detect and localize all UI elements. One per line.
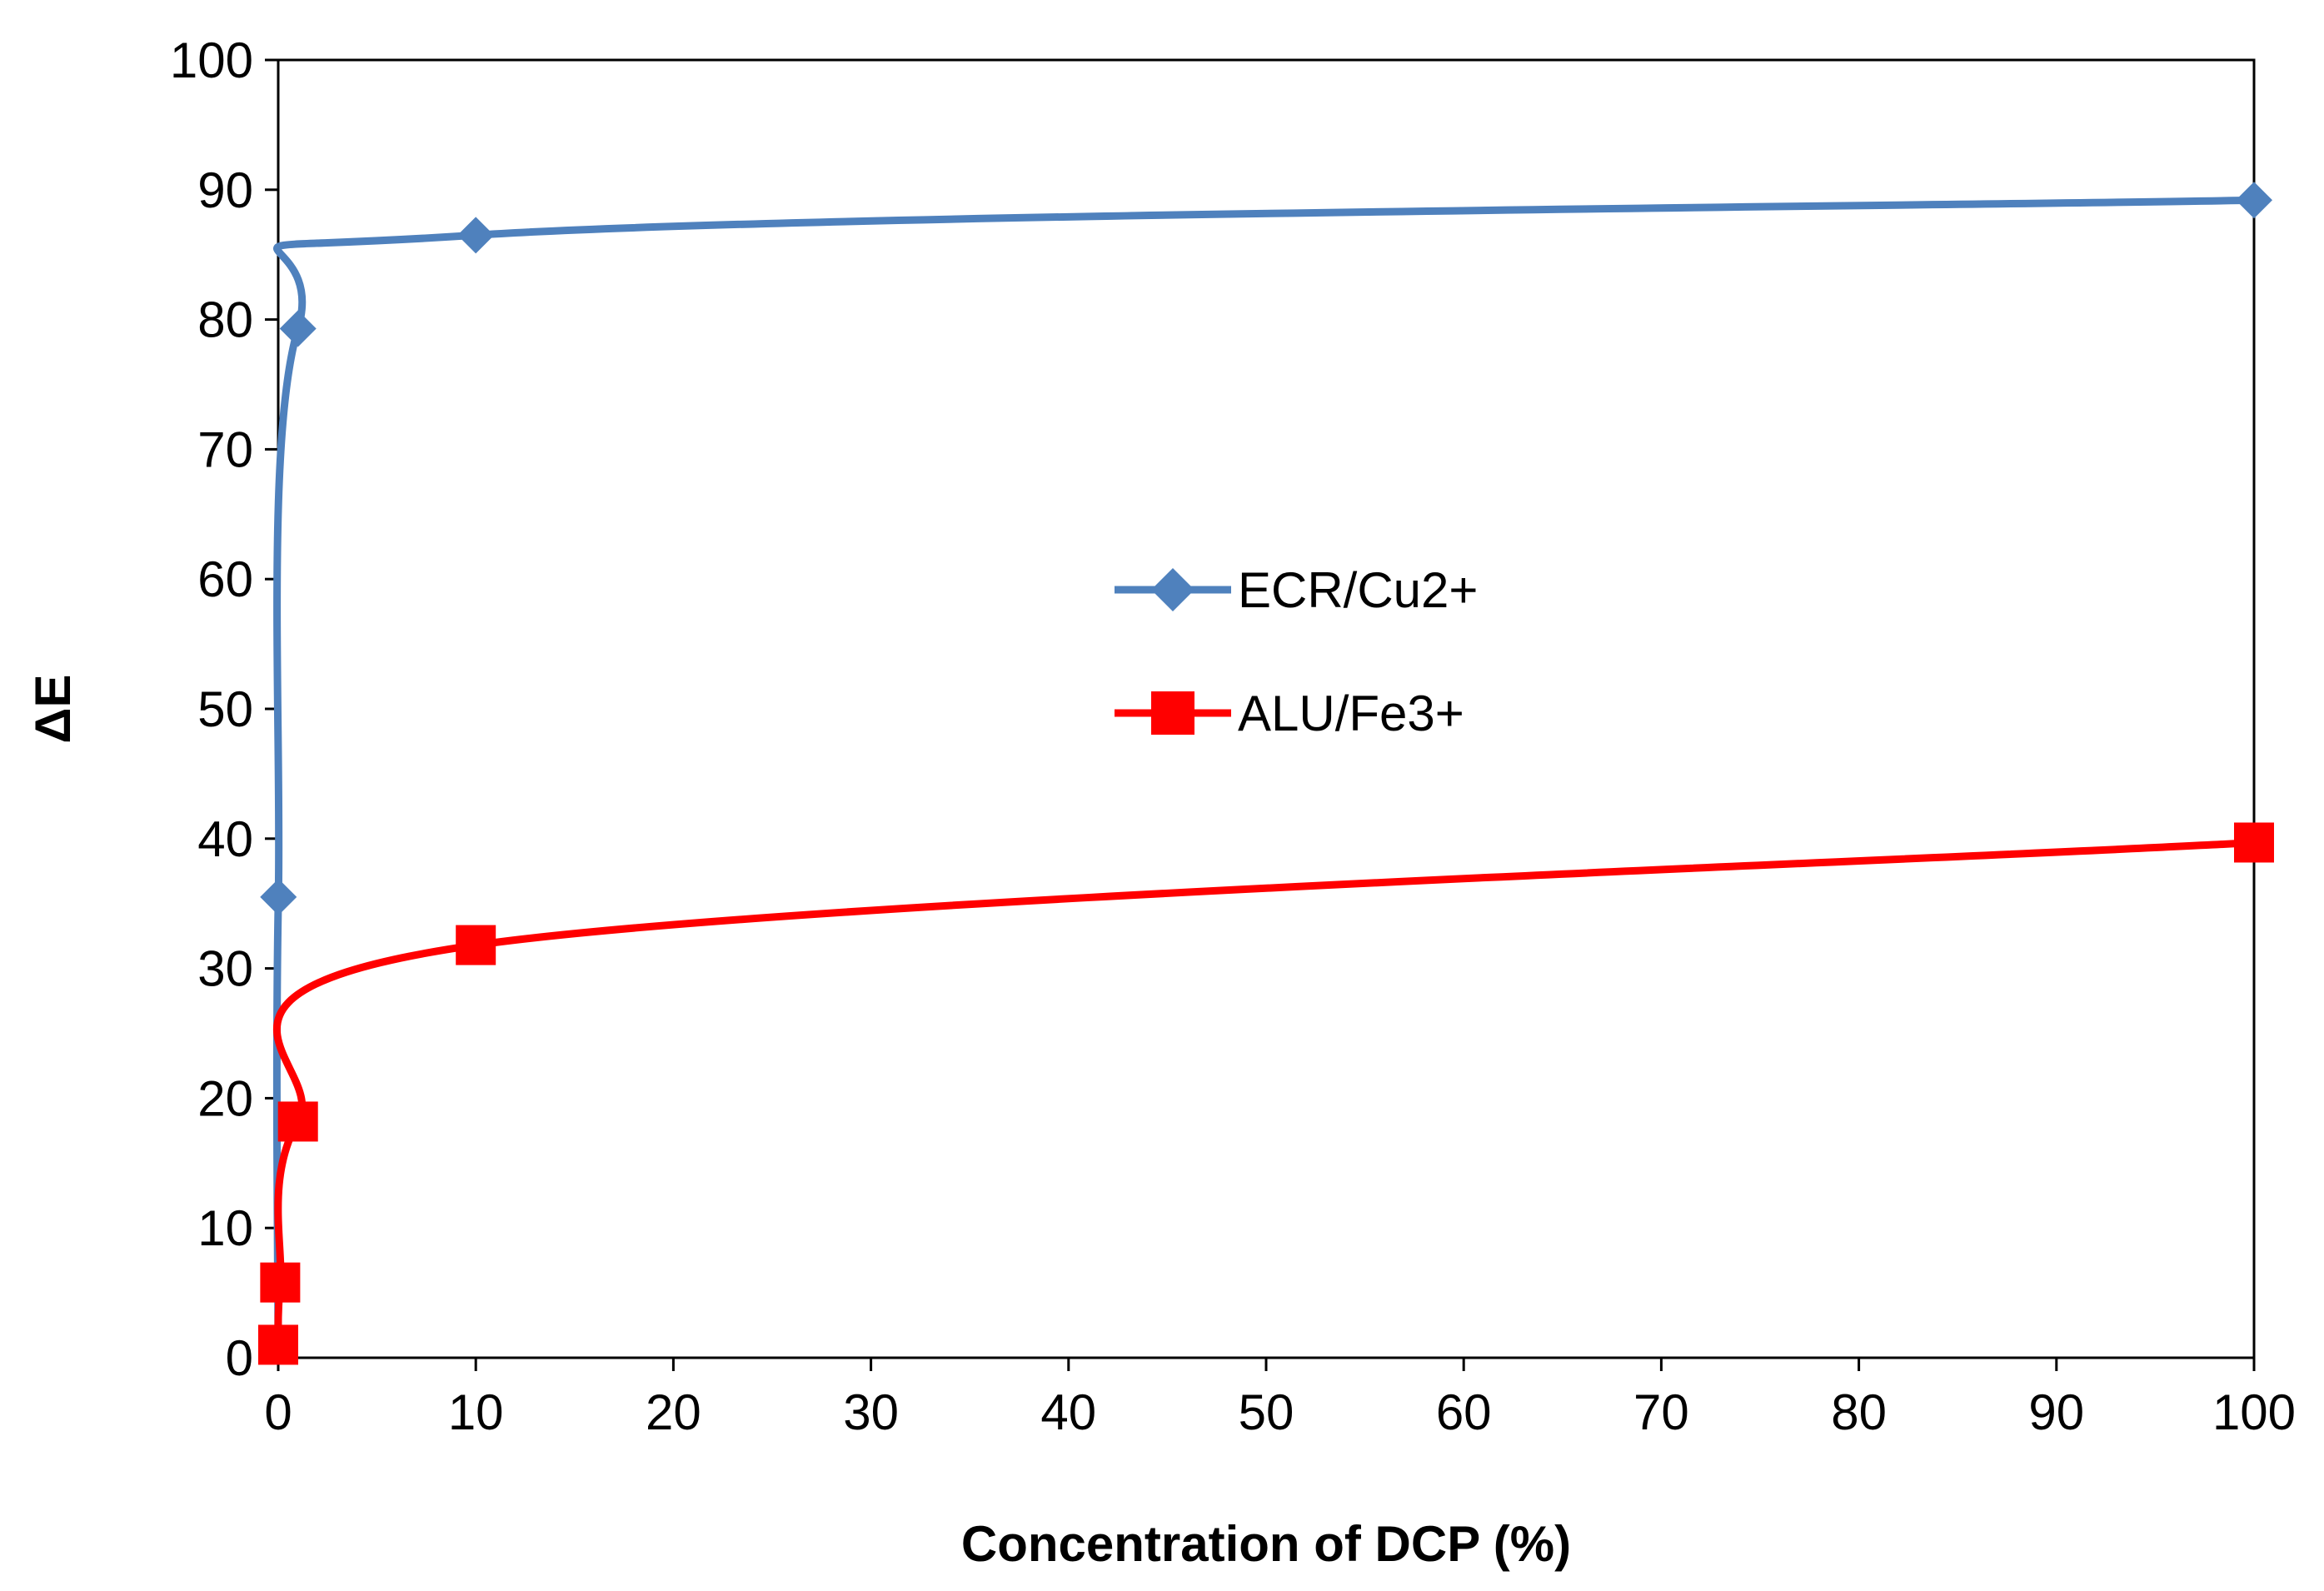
y-tick-label: 70 — [197, 421, 253, 477]
data-point-ecr-cu2 — [457, 217, 495, 254]
y-tick-label: 0 — [226, 1330, 253, 1386]
series-layer — [258, 182, 2274, 1365]
data-point-ecr-cu2 — [260, 878, 297, 915]
series-alu-fe3 — [258, 822, 2274, 1365]
y-tick-label: 80 — [197, 292, 253, 348]
y-tick-label: 30 — [197, 941, 253, 997]
x-tick-label: 50 — [1239, 1384, 1294, 1440]
y-tick-label: 100 — [170, 32, 253, 88]
y-tick-label: 50 — [197, 681, 253, 737]
data-point-ecr-cu2 — [279, 310, 317, 347]
x-tick-label: 90 — [2028, 1384, 2084, 1440]
x-tick-label: 80 — [1831, 1384, 1887, 1440]
data-point-alu-fe3 — [277, 1101, 318, 1142]
legend-item-ecr-cu2: ECR/Cu2+ — [1115, 562, 1478, 618]
x-tick-label: 20 — [646, 1384, 701, 1440]
y-tick-label: 10 — [197, 1200, 253, 1256]
x-tick-label: 0 — [264, 1384, 292, 1440]
y-tick-label: 90 — [197, 162, 253, 218]
x-tick-label: 70 — [1633, 1384, 1689, 1440]
data-point-alu-fe3 — [260, 1262, 301, 1303]
y-axis: 0 10 20 30 40 50 60 70 80 90 100 — [170, 32, 278, 1386]
x-tick-label: 60 — [1436, 1384, 1492, 1440]
data-point-ecr-cu2 — [2236, 182, 2272, 219]
legend-label-ecr-cu2: ECR/Cu2+ — [1238, 562, 1478, 618]
data-point-alu-fe3 — [258, 1324, 298, 1365]
series-line-ecr-cu2 — [272, 196, 2255, 1359]
plot-area — [277, 58, 2256, 1359]
data-point-alu-fe3 — [2234, 822, 2274, 863]
x-tick-label: 30 — [843, 1384, 899, 1440]
legend-label-alu-fe3: ALU/Fe3+ — [1238, 686, 1464, 741]
x-tick-label: 10 — [448, 1384, 504, 1440]
y-axis-title: ΔE — [25, 674, 81, 743]
y-tick-label: 60 — [197, 551, 253, 607]
y-tick-label: 20 — [197, 1070, 253, 1126]
series-line-alu-fe3 — [273, 839, 2255, 1345]
series-ecr-cu2 — [260, 182, 2272, 1359]
x-axis: 0 10 20 30 40 50 60 70 80 90 100 — [264, 1358, 2296, 1440]
y-tick-label: 40 — [197, 811, 253, 867]
x-tick-label: 100 — [2212, 1384, 2296, 1440]
legend-marker-ecr-cu2 — [1151, 568, 1194, 611]
x-tick-label: 40 — [1040, 1384, 1096, 1440]
legend: ECR/Cu2+ ALU/Fe3+ — [1115, 562, 1478, 741]
x-axis-title: Concentration of DCP (%) — [961, 1516, 1571, 1572]
data-point-alu-fe3 — [456, 925, 496, 965]
legend-marker-alu-fe3 — [1151, 691, 1194, 735]
legend-item-alu-fe3: ALU/Fe3+ — [1115, 686, 1464, 741]
